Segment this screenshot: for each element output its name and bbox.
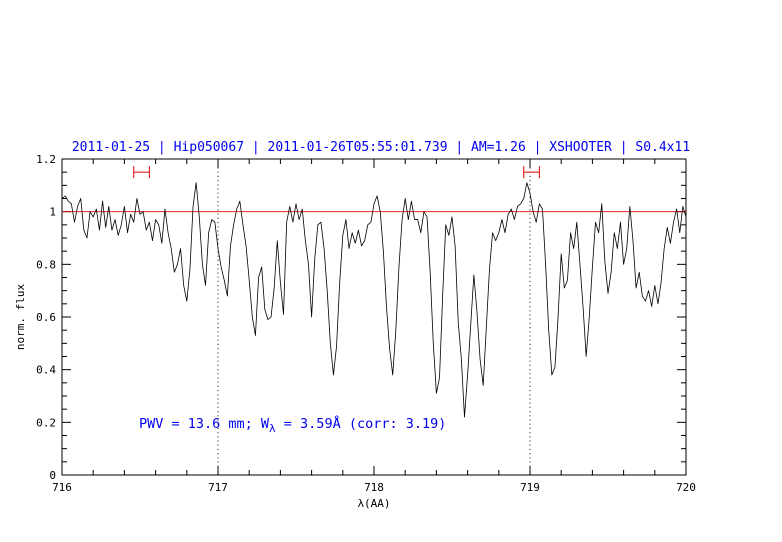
y-tick-labels: 0 0.2 0.4 0.6 0.8 1 1.2	[36, 153, 56, 482]
chart-title: 2011-01-25 | Hip050067 | 2011-01-26T05:5…	[72, 140, 690, 155]
y-tick-label: 0.2	[36, 416, 56, 429]
lambda-subscript: λ	[269, 422, 276, 435]
y-tick-label: 1.2	[36, 153, 56, 166]
ew-text: = 3.59Å (corr: 3.19)	[276, 415, 447, 432]
x-tick-label: 720	[676, 481, 696, 494]
spectrum-line	[61, 182, 687, 418]
continuum-window	[133, 166, 150, 179]
y-tick-label: 1	[49, 206, 56, 219]
pwv-text: PWV = 13.6 mm; W	[139, 416, 270, 432]
y-tick-label: 0.8	[36, 258, 56, 271]
x-tick-label: 719	[520, 481, 540, 494]
x-tick-label: 716	[52, 481, 72, 494]
pwv-annotation: PWV = 13.6 mm; Wλ = 3.59Å (corr: 3.19)	[139, 415, 446, 435]
continuum-windows	[133, 166, 540, 179]
y-tick-label: 0.4	[36, 364, 56, 377]
y-tick-label: 0	[49, 469, 56, 482]
x-axis-label: λ(AA)	[357, 497, 390, 510]
x-tick-labels: 716 717 718 719 720	[52, 481, 696, 494]
continuum-window	[523, 166, 540, 179]
x-tick-label: 718	[364, 481, 384, 494]
y-axis-label: norm. flux	[14, 284, 27, 351]
x-tick-label: 717	[208, 481, 228, 494]
spectrum-series	[61, 182, 687, 418]
y-tick-label: 0.6	[36, 311, 56, 324]
